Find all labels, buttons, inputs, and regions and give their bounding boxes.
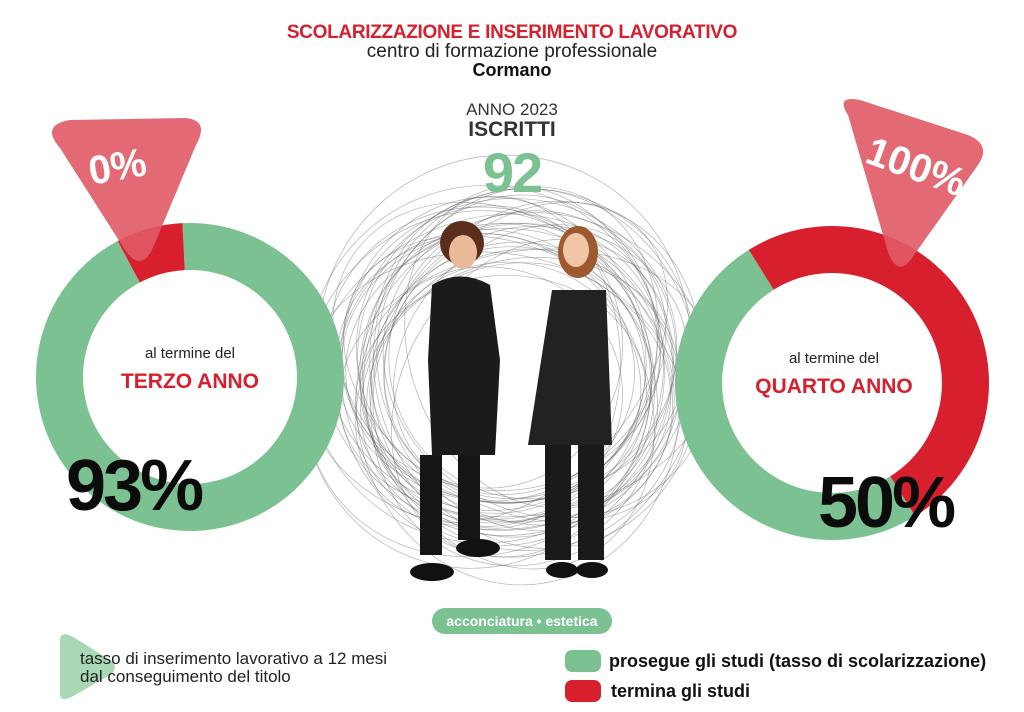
donut-segment-continue	[36, 223, 344, 531]
scribble-line	[376, 194, 658, 503]
legend-item-stop: termina gli studi	[565, 680, 750, 702]
scribble-line	[306, 185, 664, 544]
page-title: SCOLARIZZAZIONE E INSERIMENTO LAVORATIVO	[286, 22, 738, 43]
scribble-line	[339, 196, 653, 546]
scribble-line	[371, 246, 646, 504]
donut-caption-right: al termine del QUARTO ANNO	[734, 350, 934, 399]
legend-item-continue: prosegue gli studi (tasso di scolarizzaz…	[565, 650, 986, 672]
donut-chart-quarto-anno	[674, 225, 990, 541]
caption-line2: QUARTO ANNO	[755, 375, 913, 398]
legend-employment: tasso di inserimento lavorativo a 12 mes…	[80, 650, 387, 686]
legend-swatch-red	[565, 680, 601, 702]
legend-swatch-green	[565, 650, 601, 672]
sector-badge: acconciatura • estetica	[432, 608, 612, 634]
students-illustration	[410, 221, 612, 581]
caption-line2: TERZO ANNO	[120, 370, 260, 393]
year-label: ANNO 2023	[466, 100, 558, 119]
legend-label-stop: termina gli studi	[611, 680, 751, 701]
scribble-line	[391, 238, 674, 558]
caption-line1: al termine del	[144, 345, 236, 362]
scribble-line	[355, 274, 648, 524]
scribble-line	[362, 233, 655, 570]
scribble-line	[370, 200, 703, 567]
value-label-left: 93%	[66, 446, 204, 526]
employment-rate-left: 0%	[85, 140, 150, 193]
callout-triangle-right	[843, 99, 984, 267]
donut-segment-continue	[674, 249, 916, 541]
scribble-line	[383, 225, 661, 499]
callout-left: 0%	[52, 118, 202, 261]
page-subtitle: centro di formazione professionale	[366, 41, 658, 62]
enrolled-label: ISCRITTI	[468, 118, 556, 141]
legend-employment-triangle	[59, 634, 115, 699]
callout-right: 100%	[843, 99, 984, 267]
caption-line1: al termine del	[788, 350, 880, 367]
scribble-line	[305, 213, 673, 558]
scribble-line	[369, 195, 621, 529]
scribble-line	[325, 206, 647, 511]
scribble-line	[359, 223, 656, 538]
legend-employment-line1: tasso di inserimento lavorativo a 12 mes…	[80, 649, 388, 668]
value-label-right: 50%	[818, 463, 956, 543]
location: Cormano	[472, 60, 552, 80]
donut-segment-stop	[748, 225, 990, 517]
legend-employment-line2: dal conseguimento del titolo	[80, 667, 291, 686]
scribble-line	[369, 261, 642, 522]
donut-caption-left: al termine del TERZO ANNO	[90, 345, 290, 394]
callout-triangle-left	[52, 118, 202, 261]
enrolled-value: 92	[482, 141, 543, 204]
legend-label-continue: prosegue gli studi (tasso di scolarizzaz…	[609, 650, 987, 671]
